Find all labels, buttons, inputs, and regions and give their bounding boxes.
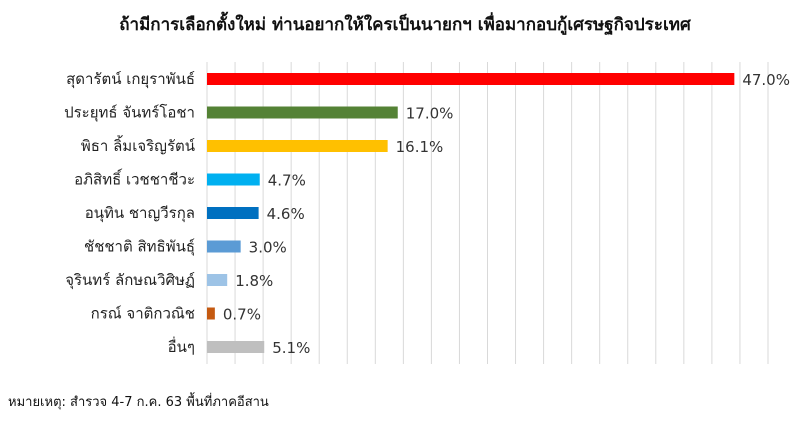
- bar: [207, 240, 241, 253]
- value-labels: 47.0% 17.0% 16.1% 4.7% 4.6% 3.0% 1.8% 0.7% 5.1%: [223, 71, 790, 357]
- data-label: 1.8%: [235, 272, 273, 290]
- bar: [207, 173, 260, 186]
- category-label: กรณ์ จาติกวณิช: [91, 305, 195, 323]
- footnote: หมายเหตุ: สำรวจ 4-7 ก.ค. 63 พื้นที่ภาคอี…: [8, 395, 269, 410]
- data-label: 5.1%: [272, 339, 310, 357]
- data-label: 3.0%: [249, 239, 287, 257]
- bar: [207, 73, 735, 85]
- category-label: พิธา ลิ้มเจริญรัตน์: [81, 135, 195, 155]
- bar: [207, 140, 388, 152]
- category-label: อภิสิทธิ์ เวชชาชีวะ: [74, 169, 195, 189]
- category-labels: สุดารัตน์ เกยุราพันธ์ประยุทธ์ จันทร์โอชา…: [64, 70, 195, 356]
- category-label: ประยุทธ์ จันทร์โอชา: [64, 104, 195, 123]
- bar: [207, 274, 228, 286]
- category-label: สุดารัตน์ เกยุราพันธ์: [66, 70, 195, 89]
- bar: [207, 341, 265, 353]
- category-label: อื่นๆ: [168, 336, 195, 356]
- category-label: จุรินทร์ ลักษณวิศิษฏ์: [65, 271, 195, 290]
- bar: [207, 207, 259, 219]
- chart-title: ถ้ามีการเลือกตั้งใหม่ ท่านอยากให้ใครเป็น…: [119, 11, 692, 36]
- data-label: 0.7%: [223, 306, 261, 324]
- category-label: อนุทิน ชาญวีรกุล: [85, 204, 195, 223]
- data-label: 4.6%: [267, 205, 305, 223]
- data-label: 4.7%: [268, 172, 306, 190]
- bar: [207, 307, 215, 320]
- data-label: 16.1%: [396, 138, 444, 156]
- data-label: 47.0%: [742, 71, 790, 89]
- bar: [207, 106, 398, 119]
- bars: [207, 73, 735, 353]
- category-label: ชัชชาติ สิทธิพันธุ์: [84, 238, 195, 257]
- data-label: 17.0%: [406, 105, 454, 123]
